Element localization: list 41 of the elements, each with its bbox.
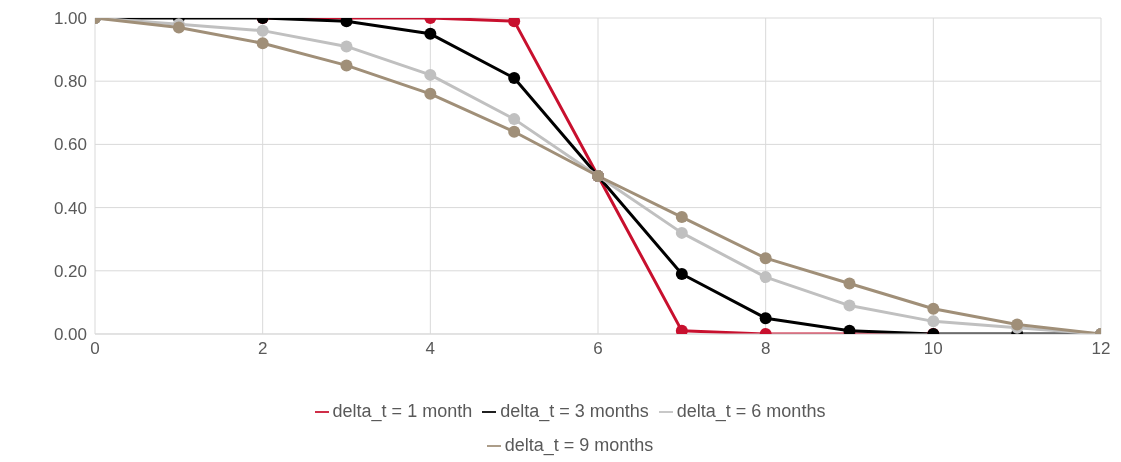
point bbox=[340, 40, 353, 53]
x-tick-label: 4 bbox=[425, 339, 436, 359]
x-tick-label: 0 bbox=[90, 339, 100, 359]
point bbox=[340, 18, 353, 28]
legend-label: delta_t = 3 months bbox=[500, 401, 649, 421]
y-tick-label: 0.60 bbox=[53, 135, 87, 155]
x-tick-label: 8 bbox=[760, 339, 771, 359]
point bbox=[675, 267, 688, 280]
x-tick-label: 10 bbox=[923, 339, 943, 359]
point bbox=[675, 211, 688, 224]
point bbox=[256, 37, 269, 50]
point bbox=[508, 113, 521, 126]
legend-label: delta_t = 6 months bbox=[676, 401, 826, 421]
point bbox=[843, 277, 856, 290]
point bbox=[927, 315, 940, 328]
point bbox=[759, 252, 772, 265]
point bbox=[424, 68, 437, 81]
y-tick-label: 0.20 bbox=[53, 261, 87, 281]
legend-label: delta_t = 1 month bbox=[332, 401, 473, 421]
y-tick-label: 1.00 bbox=[53, 9, 87, 29]
y-tick-label: 0.00 bbox=[53, 325, 87, 345]
point bbox=[508, 72, 521, 85]
point bbox=[424, 87, 437, 100]
point bbox=[508, 18, 521, 28]
y-tick-label: 0.40 bbox=[53, 198, 87, 218]
point bbox=[675, 226, 688, 239]
x-tick-label: 2 bbox=[257, 339, 268, 359]
point bbox=[340, 59, 353, 72]
point bbox=[424, 27, 437, 40]
point bbox=[759, 312, 772, 325]
legend-label: delta_t = 9 months bbox=[504, 435, 654, 455]
point bbox=[927, 302, 940, 315]
x-tick-label: 6 bbox=[593, 339, 603, 359]
point bbox=[843, 299, 856, 312]
point bbox=[759, 271, 772, 284]
x-tick-label: 12 bbox=[1091, 339, 1111, 359]
point bbox=[508, 125, 521, 138]
point bbox=[675, 324, 688, 334]
y-tick-label: 0.80 bbox=[53, 72, 87, 92]
point bbox=[843, 324, 856, 334]
point bbox=[256, 24, 269, 37]
